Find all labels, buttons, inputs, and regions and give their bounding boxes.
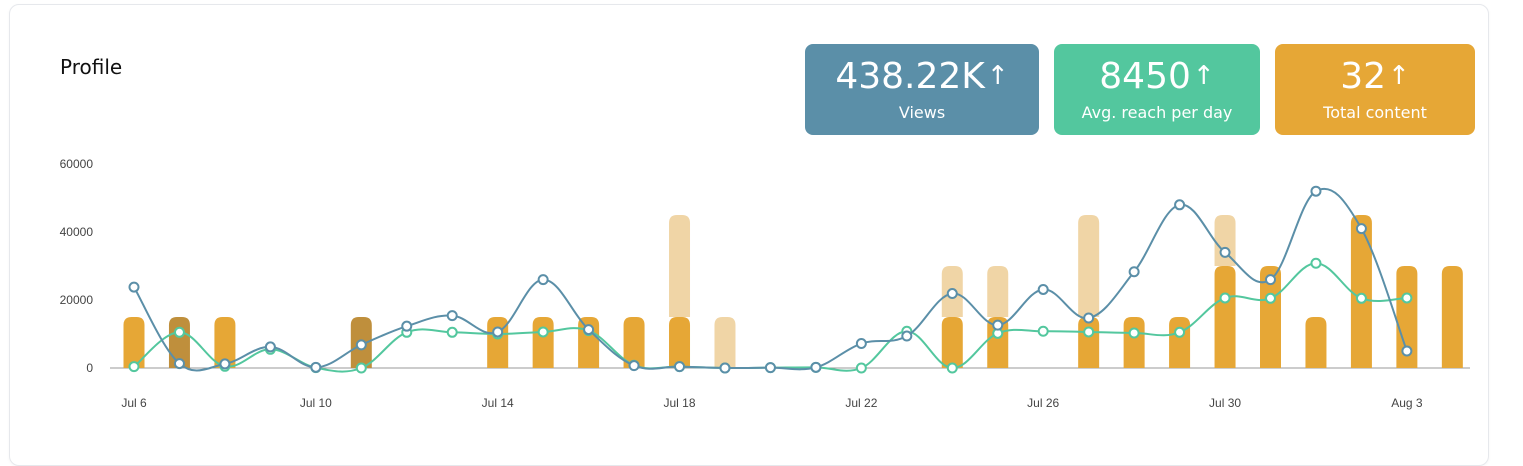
reach-point: [537, 326, 549, 338]
panel-title: Profile: [60, 55, 123, 79]
views-point: [310, 361, 322, 373]
x-tick-label: Aug 3: [1391, 396, 1423, 410]
content-value: 32: [1340, 56, 1386, 97]
views-point: [1128, 266, 1140, 278]
reach-label: Avg. reach per day: [1081, 103, 1233, 122]
bar-content: [1396, 266, 1418, 368]
views-point: [764, 362, 776, 374]
views-point: [719, 362, 731, 374]
reach-point: [1174, 326, 1186, 338]
bar-content: [487, 317, 509, 368]
x-tick-label: Jul 26: [1027, 396, 1059, 410]
views-point: [1265, 274, 1276, 286]
y-tick-label: 40000: [60, 225, 94, 239]
reach-stat-tile[interactable]: 8450↑ Avg. reach per day: [1054, 44, 1260, 135]
bar-content: [1260, 266, 1281, 368]
views-value: 438.22K: [835, 56, 985, 97]
views-stat-tile[interactable]: 438.22K↑ Views: [805, 44, 1039, 135]
x-tick-label: Jul 18: [664, 396, 696, 410]
views-point: [264, 341, 276, 353]
views-point: [992, 319, 1004, 331]
bar-content: [941, 317, 963, 368]
views-point: [1174, 199, 1186, 211]
content-label: Total content: [1323, 103, 1427, 122]
reach-point: [946, 362, 958, 374]
bar-content: [623, 317, 645, 368]
views-label: Views: [898, 103, 946, 122]
reach-point: [446, 326, 458, 338]
content-stat-tile[interactable]: 32↑ Total content: [1275, 44, 1475, 135]
reach-point: [1083, 326, 1095, 338]
views-point: [1219, 246, 1231, 258]
x-tick-label: Jul 14: [482, 396, 514, 410]
views-point: [219, 358, 231, 370]
views-point: [628, 360, 640, 372]
bar-content: [123, 317, 145, 368]
bar-content: [1214, 266, 1236, 368]
views-point: [901, 330, 913, 342]
bar-content: [987, 317, 1009, 368]
views-point: [1037, 283, 1049, 295]
bar-content: [1441, 266, 1463, 368]
arrow-up-icon: ↑: [1388, 61, 1410, 91]
bar-content-stacked: [714, 317, 736, 368]
views-point: [583, 324, 595, 336]
reach-point: [1355, 292, 1367, 304]
reach-point: [1265, 292, 1276, 304]
bar-content-stacked: [987, 266, 1009, 317]
y-tick-label: 60000: [60, 157, 94, 171]
bar-content: [1169, 317, 1191, 368]
views-point: [173, 358, 185, 370]
views-point: [946, 288, 958, 300]
bar-content: [214, 317, 236, 368]
reach-point: [1219, 292, 1231, 304]
views-point: [674, 361, 686, 373]
bar-content: [1078, 317, 1100, 368]
views-point: [1310, 185, 1322, 197]
bar-content-stacked: [669, 215, 691, 317]
views-point: [810, 361, 822, 373]
x-tick-label: Jul 10: [300, 396, 332, 410]
views-point: [537, 274, 549, 286]
views-point: [1355, 223, 1367, 235]
x-tick-label: Jul 22: [845, 396, 877, 410]
reach-point: [128, 361, 140, 373]
reach-point: [1310, 257, 1322, 269]
views-point: [855, 338, 867, 350]
y-tick-label: 20000: [60, 293, 94, 307]
reach-point: [855, 362, 867, 374]
y-tick-label: 0: [86, 361, 93, 375]
reach-point: [1128, 327, 1140, 339]
views-point: [1401, 345, 1413, 357]
reach-value: 8450: [1099, 56, 1191, 97]
reach-point: [1037, 325, 1049, 337]
x-tick-label: Jul 6: [121, 396, 147, 410]
views-point: [492, 326, 504, 338]
bar-content: [532, 317, 554, 368]
views-point: [1083, 312, 1095, 324]
arrow-up-icon: ↑: [986, 61, 1009, 91]
views-point: [446, 310, 458, 322]
bar-content: [1305, 317, 1327, 368]
bar-content: [168, 317, 190, 368]
views-point: [128, 281, 140, 293]
reach-point: [355, 362, 367, 374]
x-tick-label: Jul 30: [1209, 396, 1241, 410]
views-point: [355, 339, 367, 351]
bar-content: [1123, 317, 1145, 368]
arrow-up-icon: ↑: [1192, 61, 1215, 91]
reach-point: [1401, 292, 1413, 304]
bar-content-stacked: [1078, 215, 1100, 317]
reach-point: [173, 326, 185, 338]
bar-content: [669, 317, 691, 368]
bar-content: [1350, 215, 1372, 368]
views-point: [401, 320, 413, 332]
